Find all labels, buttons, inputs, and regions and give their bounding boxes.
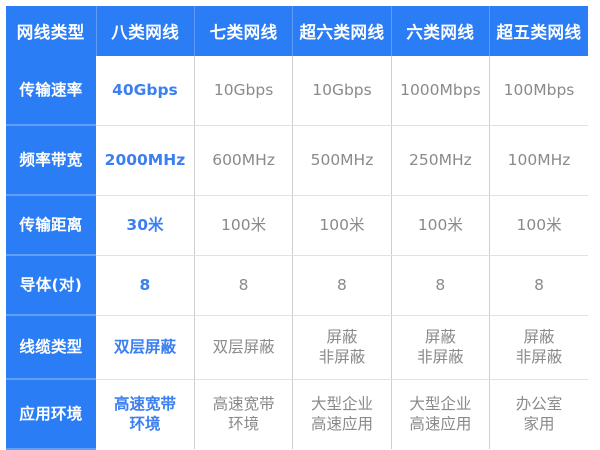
cell-text: 非屏蔽 xyxy=(515,348,563,366)
cell-distance-cat8: 30米 xyxy=(96,195,195,256)
cell-text: 100米 xyxy=(319,215,365,234)
cell-text: 100米 xyxy=(221,215,267,234)
cell-text: 250MHz xyxy=(408,150,472,169)
cell-text: 环境 xyxy=(228,415,260,434)
cell-bandwidth-cat8: 2000MHz xyxy=(96,125,195,196)
cell-bandwidth-cat6a: 500MHz xyxy=(292,125,392,196)
header-cell-cat6: 六类网线 xyxy=(391,6,491,56)
cell-text: 双层屏蔽 xyxy=(113,337,176,356)
cell-conductor-cat8: 8 xyxy=(96,255,195,316)
cell-application-cat6a: 大型企业 高速应用 xyxy=(292,379,392,449)
cell-text: 8 xyxy=(435,275,446,294)
cell-speed-cat8: 40Gbps xyxy=(96,56,195,126)
header-cell-title: 网线类型 xyxy=(6,6,97,56)
cell-text: 办公室 xyxy=(515,394,563,413)
cell-text: 非屏蔽 xyxy=(417,348,464,366)
cell-text: 高速宽带 xyxy=(113,394,176,413)
cell-cabletype-cat8: 双层屏蔽 xyxy=(96,315,195,380)
cell-text: 8 xyxy=(238,275,249,294)
cell-text: 8 xyxy=(139,275,151,294)
cell-text: 高速应用 xyxy=(409,415,472,434)
cell-text: 屏蔽 xyxy=(523,327,555,346)
cell-speed-cat6: 1000Mbps xyxy=(391,56,491,126)
cell-application-cat7: 高速宽带 环境 xyxy=(194,379,294,449)
cell-text: 双层屏蔽 xyxy=(212,337,275,356)
cell-conductor-cat6: 8 xyxy=(391,255,491,316)
cell-application-cat8: 高速宽带 环境 xyxy=(96,379,195,449)
table-row: 传输距离 30米 100米 100米 100米 100米 xyxy=(6,195,588,256)
cell-text: 屏蔽 xyxy=(424,327,456,346)
cell-speed-cat6a: 10Gbps xyxy=(292,56,392,126)
cell-text: 100米 xyxy=(516,215,562,234)
cell-text: 10Gbps xyxy=(312,81,372,100)
cell-text: 高速宽带 xyxy=(212,394,275,413)
cell-text: 屏蔽 xyxy=(326,327,358,346)
cell-text: 1000Mbps xyxy=(400,81,481,100)
cell-text: 大型企业 xyxy=(409,394,472,413)
header-cell-cat5e: 超五类网线 xyxy=(489,6,588,56)
cell-text: 2000MHz xyxy=(104,150,186,169)
cell-application-cat6: 大型企业 高速应用 xyxy=(391,379,491,449)
header-cell-cat7: 七类网线 xyxy=(194,6,294,56)
row-label-conductor-pairs: 导体(对) xyxy=(6,255,96,316)
cell-text: 100MHz xyxy=(507,150,571,169)
table-header-row: 网线类型 八类网线 七类网线 超六类网线 六类网线 超五类网线 xyxy=(6,6,588,56)
cell-text: 40Gbps xyxy=(112,81,178,100)
cell-text: 高速应用 xyxy=(310,415,373,434)
cell-text: 500MHz xyxy=(310,150,374,169)
table-head: 网线类型 八类网线 七类网线 超六类网线 六类网线 超五类网线 xyxy=(6,6,588,56)
header-cell-cat6a: 超六类网线 xyxy=(292,6,392,56)
cell-text: 非屏蔽 xyxy=(318,348,366,366)
cell-text: 30米 xyxy=(126,215,164,234)
cell-text: 8 xyxy=(534,275,544,294)
cell-distance-cat7: 100米 xyxy=(194,195,294,256)
cell-speed-cat7: 10Gbps xyxy=(194,56,294,126)
cell-conductor-cat6a: 8 xyxy=(292,255,392,316)
table-row: 传输速率 40Gbps 10Gbps 10Gbps 1000Mbps 100Mb… xyxy=(6,56,588,126)
cell-text: 100米 xyxy=(417,215,463,234)
cell-bandwidth-cat5e: 100MHz xyxy=(489,125,588,196)
cell-text: 大型企业 xyxy=(310,394,373,413)
cell-text: 100Mbps xyxy=(503,81,575,100)
cell-speed-cat5e: 100Mbps xyxy=(489,56,588,126)
cell-cabletype-cat6a: 屏蔽 非屏蔽 xyxy=(292,315,392,380)
table-row: 频率带宽 2000MHz 600MHz 500MHz 250MHz 100MHz xyxy=(6,125,588,196)
cell-cabletype-cat5e: 屏蔽 非屏蔽 xyxy=(489,315,588,380)
cell-bandwidth-cat7: 600MHz xyxy=(194,125,294,196)
cell-bandwidth-cat6: 250MHz xyxy=(391,125,491,196)
cell-distance-cat6: 100米 xyxy=(391,195,491,256)
table-row: 应用环境 高速宽带 环境 高速宽带 环境 大型企业 高速应用 大型企业 高速应用 xyxy=(6,379,588,450)
row-label-frequency-bandwidth: 频率带宽 xyxy=(6,125,96,196)
cell-text: 600MHz xyxy=(212,150,275,169)
table-body: 传输速率 40Gbps 10Gbps 10Gbps 1000Mbps 100Mb… xyxy=(6,56,588,450)
network-cable-spec-table: 网线类型 八类网线 七类网线 超六类网线 六类网线 超五类网线 传输速率 40G… xyxy=(6,6,588,450)
cell-cabletype-cat7: 双层屏蔽 xyxy=(194,315,294,380)
cell-conductor-cat5e: 8 xyxy=(489,255,588,316)
cell-distance-cat5e: 100米 xyxy=(489,195,588,256)
cell-text: 家用 xyxy=(523,415,555,434)
table-row: 导体(对) 8 8 8 8 8 xyxy=(6,255,588,316)
row-label-application-environment: 应用环境 xyxy=(6,379,96,450)
cell-conductor-cat7: 8 xyxy=(194,255,294,316)
cell-text: 10Gbps xyxy=(213,81,274,100)
cell-cabletype-cat6: 屏蔽 非屏蔽 xyxy=(391,315,491,380)
row-label-transmission-speed: 传输速率 xyxy=(6,56,96,126)
row-label-transmission-distance: 传输距离 xyxy=(6,195,96,256)
table-row: 线缆类型 双层屏蔽 双层屏蔽 屏蔽 非屏蔽 屏蔽 非屏蔽 屏蔽 非屏蔽 xyxy=(6,315,588,380)
header-cell-cat8: 八类网线 xyxy=(96,6,195,56)
cell-distance-cat6a: 100米 xyxy=(292,195,392,256)
cell-text: 8 xyxy=(337,275,347,294)
cell-text: 环境 xyxy=(129,415,161,434)
cell-application-cat5e: 办公室 家用 xyxy=(489,379,588,449)
row-label-cable-type: 线缆类型 xyxy=(6,315,96,380)
